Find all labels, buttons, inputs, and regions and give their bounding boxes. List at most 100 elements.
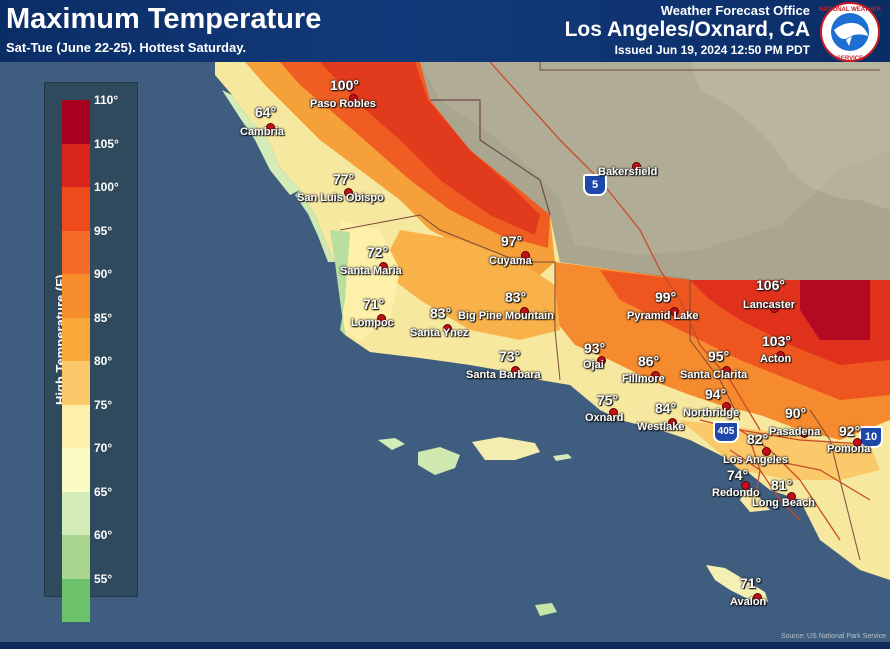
city-temperature: 77° — [333, 171, 355, 187]
city-marker-icon — [787, 492, 796, 501]
city-temperature: 99° — [655, 289, 677, 305]
city-name: Santa Ynez — [410, 327, 469, 339]
legend-tick-label: 75° — [94, 397, 113, 412]
city-marker-icon — [379, 262, 388, 271]
legend-swatch — [62, 100, 90, 144]
city-marker-icon — [632, 162, 641, 171]
city-name: Acton — [760, 353, 792, 365]
legend-tick-label: 90° — [94, 267, 113, 281]
city-name: Los Angeles — [723, 454, 788, 466]
bottom-strip — [0, 642, 890, 649]
legend-swatch — [62, 230, 90, 274]
city-name: Northridge — [683, 407, 740, 419]
legend-tick-label: 95° — [94, 223, 113, 238]
page-subtitle: Sat-Tue (June 22-25). Hottest Saturday. — [6, 40, 247, 55]
city-marker-icon — [670, 307, 679, 316]
interstate-405-shield: 405 — [713, 421, 739, 443]
city-name: Oxnard — [585, 412, 624, 424]
city-temperature: 72° — [367, 244, 389, 260]
city-marker-icon — [511, 366, 520, 375]
city-name: Cuyama — [489, 255, 532, 267]
page-title: Maximum Temperature — [6, 3, 322, 35]
legend-tick-label: 105° — [94, 136, 119, 151]
city-name: Big Pine Mountain — [458, 310, 554, 322]
city-marker-icon — [753, 593, 762, 602]
city-temperature: 71° — [740, 575, 762, 591]
city-marker-icon — [520, 307, 529, 316]
city-name: Bakersfield — [598, 166, 658, 178]
legend-swatch — [62, 404, 90, 448]
island-catalina — [706, 565, 768, 602]
city-marker-icon — [651, 371, 660, 380]
city-name: Lancaster — [743, 299, 795, 311]
city-temperature: 82° — [747, 431, 769, 447]
city-temperature: 84° — [655, 400, 677, 416]
city-name: San Luis Obispo — [297, 192, 384, 204]
temperature-legend — [44, 82, 138, 597]
legend-swatch — [62, 317, 90, 361]
city-temperature: 64° — [255, 104, 277, 120]
legend-swatch — [62, 535, 90, 579]
city-temperature: 94° — [705, 386, 727, 402]
city-name: Redondo — [712, 487, 760, 499]
legend-swatch — [62, 274, 90, 318]
city-marker-icon — [776, 351, 785, 360]
legend-tick-label: 70° — [94, 441, 113, 455]
interstate-10-shield: 10 — [859, 426, 883, 448]
city-name: Pyramid Lake — [627, 310, 699, 322]
legend-tick-label: 65° — [94, 484, 113, 499]
interstate-5-shield: 5 — [583, 174, 607, 196]
svg-text:SERVICE: SERVICE — [837, 56, 863, 62]
legend-tick-label: 55° — [94, 571, 113, 586]
city-name: Santa Maria — [340, 265, 402, 277]
island-san-nicolas — [535, 603, 557, 616]
city-temperature: 103° — [762, 333, 791, 349]
city-marker-icon — [853, 438, 862, 447]
city-marker-icon — [377, 314, 386, 323]
city-temperature: 90° — [785, 405, 807, 421]
city-temperature: 74° — [727, 467, 749, 483]
legend-swatch — [62, 448, 90, 492]
city-name: Pomona — [827, 443, 871, 455]
city-marker-icon — [668, 418, 677, 427]
issued-timestamp: Issued Jun 19, 2024 12:50 PM PDT — [614, 43, 810, 57]
office-name: Los Angeles/Oxnard, CA — [564, 18, 810, 41]
city-name: Santa Barbara — [466, 369, 541, 381]
source-credit: Source: US National Park Service — [780, 633, 886, 640]
city-name: Fillmore — [622, 373, 665, 385]
city-marker-icon — [762, 447, 771, 456]
interstate-5-line — [489, 62, 761, 431]
forecast-map — [0, 62, 890, 642]
city-temperature: 95° — [708, 348, 730, 364]
city-marker-icon — [722, 366, 731, 375]
legend-swatch — [62, 578, 90, 622]
city-name: Santa Clarita — [680, 369, 748, 381]
legend-tick-label: 85° — [94, 310, 113, 325]
header-banner: Maximum Temperature Sat-Tue (June 22-25)… — [0, 0, 890, 62]
legend-swatch — [62, 187, 90, 231]
city-marker-icon — [741, 481, 750, 490]
legend-swatch — [62, 361, 90, 405]
city-marker-icon — [800, 429, 809, 438]
city-marker-icon — [521, 251, 530, 260]
city-temperature: 86° — [638, 353, 660, 369]
city-marker-icon — [597, 356, 606, 365]
city-temperature: 83° — [505, 289, 527, 305]
office-label: Weather Forecast Office — [660, 3, 810, 18]
city-temperature: 92° — [839, 423, 861, 439]
legend-swatch — [62, 143, 90, 187]
legend-swatch — [62, 491, 90, 535]
city-name: Paso Robles — [310, 98, 377, 110]
city-marker-icon — [443, 324, 452, 333]
city-marker-icon — [344, 188, 353, 197]
island-san-miguel — [378, 438, 405, 450]
city-name: Westlake — [637, 421, 685, 433]
island-santa-rosa — [418, 447, 460, 475]
city-temperature: 97° — [501, 233, 523, 249]
city-marker-icon — [770, 304, 779, 313]
city-name: Avalon — [730, 596, 767, 608]
svg-text:NATIONAL WEATHER: NATIONAL WEATHER — [819, 7, 882, 13]
city-name: Long Beach — [752, 497, 815, 509]
city-marker-icon — [266, 123, 275, 132]
island-santa-cruz — [472, 437, 540, 460]
